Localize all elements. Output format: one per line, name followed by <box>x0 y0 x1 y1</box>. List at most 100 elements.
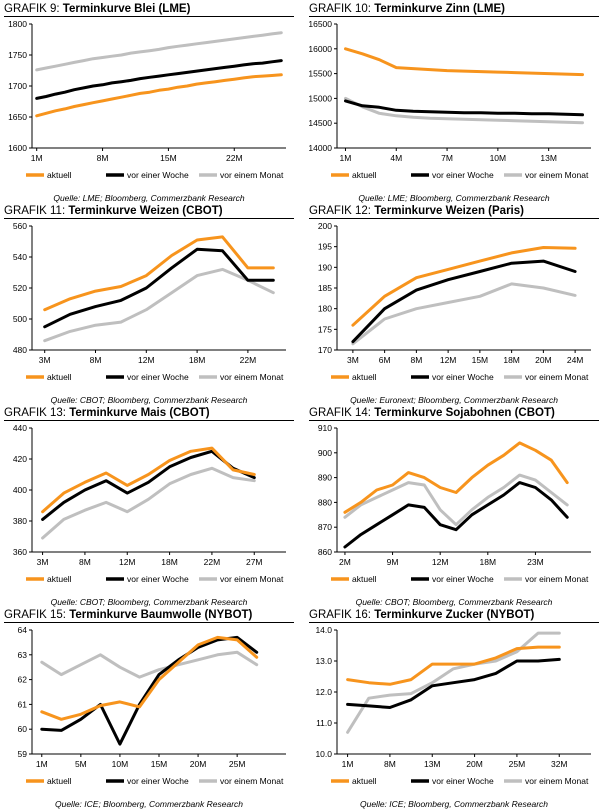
y-tick-label: 540 <box>13 252 27 262</box>
x-tick-label: 15M <box>472 355 489 365</box>
x-tick-label: 18M <box>189 355 206 365</box>
title-rule <box>4 622 294 623</box>
chart-source: Quelle: ICE; Bloomberg, Commerzbank Rese… <box>54 799 244 809</box>
x-tick-label: 5M <box>75 759 87 769</box>
line-chart: 170 175 180 185 190 195 200 3M 6M 8M 12M 15M 18M 20M 2… <box>318 221 591 382</box>
y-tick-label: 61 <box>18 699 28 709</box>
chart-title: GRAFIK 14: Terminkurve Sojabohnen (CBOT) <box>309 406 599 422</box>
line-chart: 14000 14500 15000 15500 16000 16500 1M 4M 7M 10M 1… <box>308 19 591 180</box>
series-line-woche <box>41 449 256 521</box>
x-tick-label: 13M <box>540 153 557 163</box>
y-tick-label: 59 <box>18 749 28 759</box>
y-tick-label: 13.0 <box>315 656 332 666</box>
y-tick-label: 175 <box>318 324 332 334</box>
x-tick-label: 12M <box>119 557 136 567</box>
chart-panel: GRAFIK 16: Terminkurve Zucker (NYBOT) 10.… <box>309 608 599 809</box>
legend-label: aktuell <box>47 574 72 584</box>
y-tick-label: 1700 <box>8 81 27 91</box>
chart-number: GRAFIK 11: <box>4 205 66 217</box>
chart-title: GRAFIK 13: Terminkurve Mais (CBOT) <box>4 406 294 422</box>
x-tick-label: 32M <box>551 759 568 769</box>
legend-label: vor einem Monat <box>525 574 589 584</box>
legend-label: vor einer Woche <box>432 776 494 786</box>
title-rule <box>4 16 294 17</box>
y-tick-label: 1750 <box>8 50 27 60</box>
chart-source: Quelle: CBOT; Bloomberg, Commerzbank Res… <box>50 597 248 607</box>
x-tick-label: 18M <box>480 557 497 567</box>
chart-source: Quelle: LME; Bloomberg, Commerzbank Rese… <box>53 193 245 203</box>
legend-label: vor einer Woche <box>127 776 189 786</box>
chart-title-text: Terminkurve Zucker (NYBOT) <box>371 609 535 621</box>
x-tick-label: 1M <box>340 153 352 163</box>
x-tick-label: 12M <box>138 355 155 365</box>
y-tick-label: 400 <box>13 485 27 495</box>
x-tick-label: 22M <box>204 557 221 567</box>
legend-label: vor einer Woche <box>127 372 189 382</box>
x-tick-label: 24M <box>567 355 584 365</box>
y-tick-label: 880 <box>318 497 332 507</box>
legend-label: vor einem Monat <box>220 170 284 180</box>
x-tick-label: 1M <box>31 153 43 163</box>
chart-number: GRAFIK 9: <box>4 3 60 15</box>
legend-label: vor einer Woche <box>432 372 494 382</box>
x-tick-label: 10M <box>490 153 507 163</box>
y-tick-label: 10.0 <box>315 749 332 759</box>
x-tick-label: 22M <box>240 355 257 365</box>
chart-source: Quelle: CBOT; Bloomberg, Commerzbank Res… <box>50 395 248 405</box>
x-tick-label: 15M <box>160 153 177 163</box>
legend-label: vor einem Monat <box>220 574 284 584</box>
line-chart: 1600 1650 1700 1750 1800 1M 8M 15M 22M aktuell vor… <box>8 19 286 180</box>
series-line-woche <box>346 657 561 709</box>
series-line-woche <box>344 99 584 117</box>
title-rule <box>309 420 599 421</box>
series-line-woche <box>35 59 283 100</box>
title-rule <box>309 16 599 17</box>
y-tick-label: 900 <box>318 448 332 458</box>
chart-panel: GRAFIK 14: Terminkurve Sojabohnen (CBOT)… <box>309 406 599 607</box>
x-tick-label: 20M <box>190 759 207 769</box>
x-tick-label: 13M <box>424 759 441 769</box>
legend-label: aktuell <box>352 372 377 382</box>
x-tick-label: 25M <box>509 759 526 769</box>
legend-label: vor einer Woche <box>432 170 494 180</box>
chart-number: GRAFIK 10: <box>309 3 371 15</box>
y-tick-label: 380 <box>13 516 27 526</box>
x-tick-label: 8M <box>97 153 109 163</box>
legend-label: vor einem Monat <box>525 170 589 180</box>
chart-title: GRAFIK 11: Terminkurve Weizen (CBOT) <box>4 204 294 220</box>
y-tick-label: 16000 <box>308 44 332 54</box>
x-tick-label: 8M <box>90 355 102 365</box>
series-line-aktuell <box>343 441 569 514</box>
chart-source: Quelle: CBOT; Bloomberg, Commerzbank Res… <box>355 597 553 607</box>
chart-title: GRAFIK 10: Terminkurve Zinn (LME) <box>309 2 599 18</box>
series-line-aktuell <box>35 73 283 118</box>
x-tick-label: 12M <box>440 355 457 365</box>
x-tick-label: 3M <box>39 355 51 365</box>
x-tick-label: 18M <box>161 557 178 567</box>
x-tick-label: 2M <box>339 557 351 567</box>
legend-label: vor einer Woche <box>127 574 189 584</box>
x-tick-label: 3M <box>347 355 359 365</box>
y-tick-label: 14.0 <box>315 625 332 635</box>
x-tick-label: 1M <box>36 759 48 769</box>
y-tick-label: 360 <box>13 547 27 557</box>
legend-label: vor einem Monat <box>525 372 589 382</box>
x-tick-label: 8M <box>384 759 396 769</box>
chart-title-text: Terminkurve Sojabohnen (CBOT) <box>371 407 555 419</box>
chart-title-text: Terminkurve Zinn (LME) <box>371 3 505 15</box>
chart-title: GRAFIK 9: Terminkurve Blei (LME) <box>4 2 294 18</box>
x-tick-label: 8M <box>79 557 91 567</box>
y-tick-label: 480 <box>13 345 27 355</box>
series-line-woche <box>343 481 569 549</box>
chart-panel: GRAFIK 15: Terminkurve Baumwolle (NYBOT)… <box>4 608 294 809</box>
title-rule <box>309 218 599 219</box>
series-line-monat <box>343 473 569 527</box>
y-tick-label: 890 <box>318 473 332 483</box>
y-tick-label: 180 <box>318 304 332 314</box>
legend-label: aktuell <box>352 574 377 584</box>
chart-panel: GRAFIK 12: Terminkurve Weizen (Paris) 170… <box>309 204 599 405</box>
chart-source: Quelle: LME; Bloomberg, Commerzbank Rese… <box>358 193 550 203</box>
y-tick-label: 440 <box>13 423 27 433</box>
y-tick-label: 1600 <box>8 143 27 153</box>
legend-label: aktuell <box>47 372 72 382</box>
